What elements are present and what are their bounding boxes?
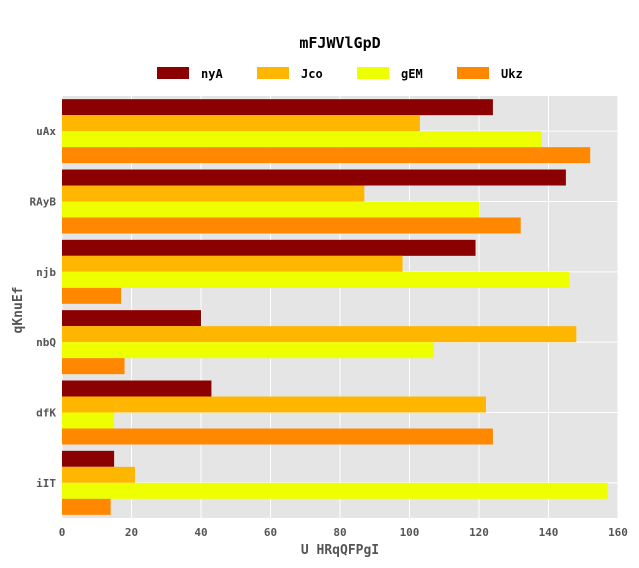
bar-Jco-uAx xyxy=(62,115,420,132)
bar-Ukz-njb xyxy=(62,287,122,304)
x-tick-label: 100 xyxy=(400,526,420,539)
bar-Jco-RAyB xyxy=(62,185,365,202)
legend-swatch-Ukz xyxy=(457,67,489,79)
bar-nyA-iIT xyxy=(62,450,115,467)
bar-Ukz-iIT xyxy=(62,498,111,515)
x-tick-label: 60 xyxy=(264,526,277,539)
bar-Jco-njb xyxy=(62,255,403,272)
x-tick-label: 120 xyxy=(469,526,489,539)
y-tick-label: RAyB xyxy=(30,196,57,209)
bar-gEM-uAx xyxy=(62,131,542,148)
legend-label-gEM: gEM xyxy=(401,67,423,81)
x-tick-label: 40 xyxy=(194,526,207,539)
x-axis-ticks: 0 20 40 60 80 100 120 140 160 xyxy=(59,526,628,539)
bar-nyA-njb xyxy=(62,239,476,256)
legend-swatch-gEM xyxy=(357,67,389,79)
bar-Jco-iIT xyxy=(62,466,135,483)
y-axis-ticks: uAx RAyB njb nbQ dfK iIT xyxy=(30,125,57,490)
x-tick-label: 140 xyxy=(539,526,559,539)
legend-label-Jco: Jco xyxy=(301,67,323,81)
bar-gEM-RAyB xyxy=(62,201,479,218)
bar-Ukz-nbQ xyxy=(62,358,125,375)
y-tick-label: njb xyxy=(36,266,56,279)
x-tick-label: 0 xyxy=(59,526,66,539)
bar-gEM-dfK xyxy=(62,412,115,429)
bar-nyA-RAyB xyxy=(62,169,566,186)
bar-Jco-nbQ xyxy=(62,326,577,343)
x-tick-label: 20 xyxy=(125,526,138,539)
bar-nyA-uAx xyxy=(62,99,493,116)
legend-label-nyA: nyA xyxy=(201,67,223,81)
bar-Jco-dfK xyxy=(62,396,486,413)
legend: nyA Jco gEM Ukz xyxy=(157,67,523,81)
y-tick-label: dfK xyxy=(36,407,56,420)
chart-title: mFJWVlGpD xyxy=(299,34,380,52)
x-tick-label: 160 xyxy=(608,526,628,539)
bar-Ukz-dfK xyxy=(62,428,493,445)
legend-label-Ukz: Ukz xyxy=(501,67,523,81)
bar-Ukz-RAyB xyxy=(62,217,521,234)
bar-nyA-nbQ xyxy=(62,310,201,327)
y-tick-label: uAx xyxy=(36,125,56,138)
bar-gEM-iIT xyxy=(62,482,608,499)
legend-swatch-nyA xyxy=(157,67,189,79)
y-axis-label: qKnuEf xyxy=(11,287,26,334)
y-tick-label: nbQ xyxy=(36,336,56,349)
x-axis-label: U HRqQFPgI xyxy=(301,543,379,558)
bars xyxy=(62,99,608,515)
legend-swatch-Jco xyxy=(257,67,289,79)
bar-gEM-nbQ xyxy=(62,342,434,359)
x-tick-label: 80 xyxy=(333,526,346,539)
bar-nyA-dfK xyxy=(62,380,212,397)
bar-Ukz-uAx xyxy=(62,147,591,164)
bar-gEM-njb xyxy=(62,271,570,288)
y-tick-label: iIT xyxy=(36,477,56,490)
